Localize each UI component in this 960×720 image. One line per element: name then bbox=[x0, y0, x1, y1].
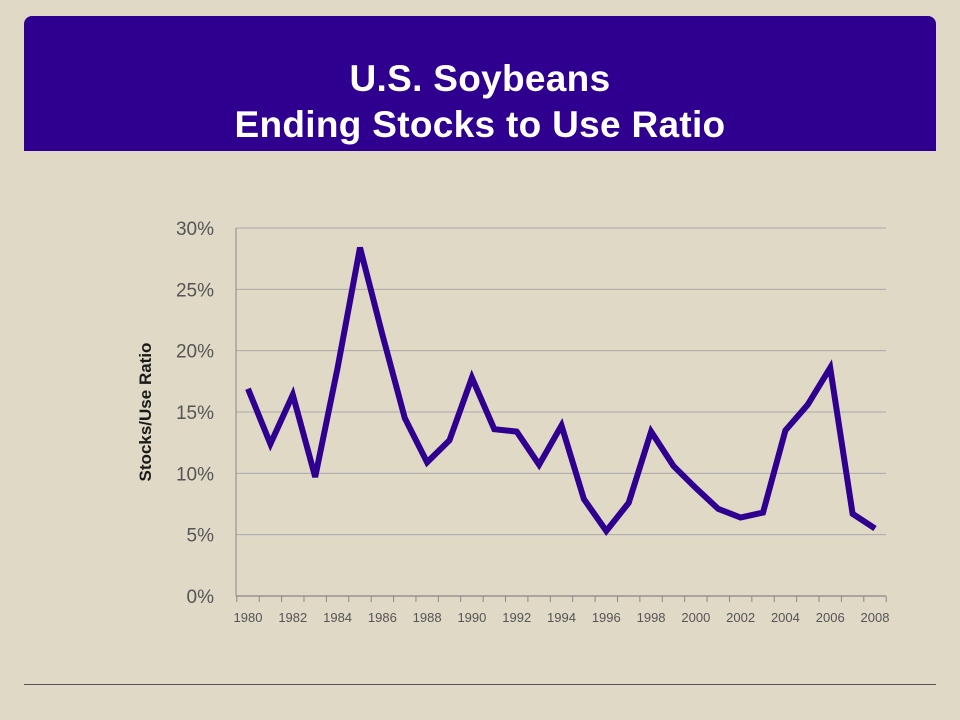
x-tick-label: 1994 bbox=[547, 610, 576, 625]
y-tick-label: 0% bbox=[187, 587, 215, 608]
x-tick-label: 2008 bbox=[861, 610, 890, 625]
x-tick-label: 1986 bbox=[368, 610, 397, 625]
x-tick-label: 2006 bbox=[816, 610, 845, 625]
x-tick-label: 1996 bbox=[592, 610, 621, 625]
y-tick-label: 15% bbox=[176, 403, 214, 424]
series-line bbox=[245, 246, 877, 537]
y-tick-label: 5% bbox=[187, 526, 215, 547]
y-tick-label: 10% bbox=[176, 464, 214, 485]
x-tick-label: 1980 bbox=[234, 610, 263, 625]
title-line-2: Ending Stocks to Use Ratio bbox=[234, 104, 726, 145]
y-tick-label: 25% bbox=[176, 280, 214, 301]
title-banner bbox=[24, 16, 936, 151]
x-tick-label: 1988 bbox=[413, 610, 442, 625]
y-axis-title: Stocks/Use Ratio bbox=[136, 343, 155, 482]
title-line-1: U.S. Soybeans bbox=[349, 58, 611, 99]
x-tick-label: 1998 bbox=[637, 610, 666, 625]
y-tick-label: 20% bbox=[176, 342, 214, 363]
slide-title: U.S. Soybeans Ending Stocks to Use Ratio bbox=[0, 56, 960, 148]
x-tick-label: 1992 bbox=[502, 610, 531, 625]
x-tick-label: 2000 bbox=[681, 610, 710, 625]
x-tick-label: 1984 bbox=[323, 610, 352, 625]
x-tick-label: 2002 bbox=[726, 610, 755, 625]
x-tick-label: 2004 bbox=[771, 610, 800, 625]
x-tick-label: 1982 bbox=[278, 610, 307, 625]
footer-divider bbox=[24, 684, 936, 685]
x-tick-label: 1990 bbox=[457, 610, 486, 625]
y-tick-label: 30% bbox=[176, 219, 214, 240]
